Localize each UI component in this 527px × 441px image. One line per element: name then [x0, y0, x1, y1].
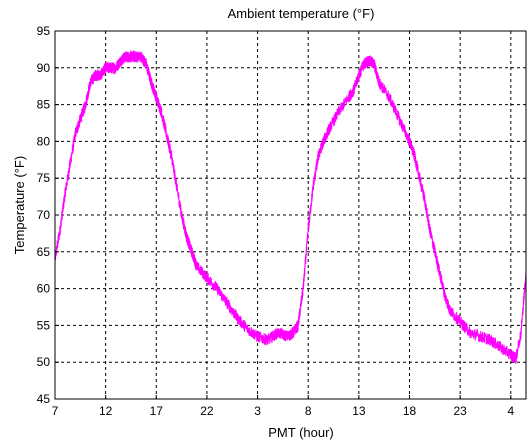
x-tick-label: 17	[150, 404, 164, 418]
y-tick-label: 65	[37, 245, 51, 259]
x-axis-label: PMT (hour)	[268, 425, 334, 440]
x-tick-label: 7	[52, 404, 59, 418]
y-axis-label: Temperature (°F)	[12, 156, 27, 254]
x-tick-label: 4	[507, 404, 514, 418]
chart-title: Ambient temperature (°F)	[228, 6, 375, 21]
y-tick-label: 55	[37, 318, 51, 332]
y-tick-label: 95	[37, 24, 51, 38]
x-tick-label: 22	[200, 404, 214, 418]
grid-lines	[55, 31, 526, 399]
y-tick-label: 70	[37, 208, 51, 222]
y-tick-label: 45	[37, 392, 51, 406]
x-tick-label: 18	[403, 404, 417, 418]
x-tick-label: 8	[305, 404, 312, 418]
y-tick-label: 50	[37, 355, 51, 369]
y-tick-label: 60	[37, 282, 51, 296]
y-tick-label: 90	[37, 61, 51, 75]
y-tick-label: 80	[37, 134, 51, 148]
y-axis-ticks: 45 50 55 60 65 70 75 80 85 90 95	[37, 24, 59, 406]
x-tick-label: 3	[254, 404, 261, 418]
temperature-series-line	[54, 49, 527, 364]
y-tick-label: 75	[37, 171, 51, 185]
y-tick-label: 85	[37, 98, 51, 112]
series-layer	[54, 49, 527, 364]
x-tick-label: 12	[99, 404, 113, 418]
x-axis-ticks: 7 12 17 22 3 8 13 18 23 4	[52, 395, 514, 418]
x-tick-label: 13	[352, 404, 366, 418]
x-tick-label: 23	[453, 404, 467, 418]
